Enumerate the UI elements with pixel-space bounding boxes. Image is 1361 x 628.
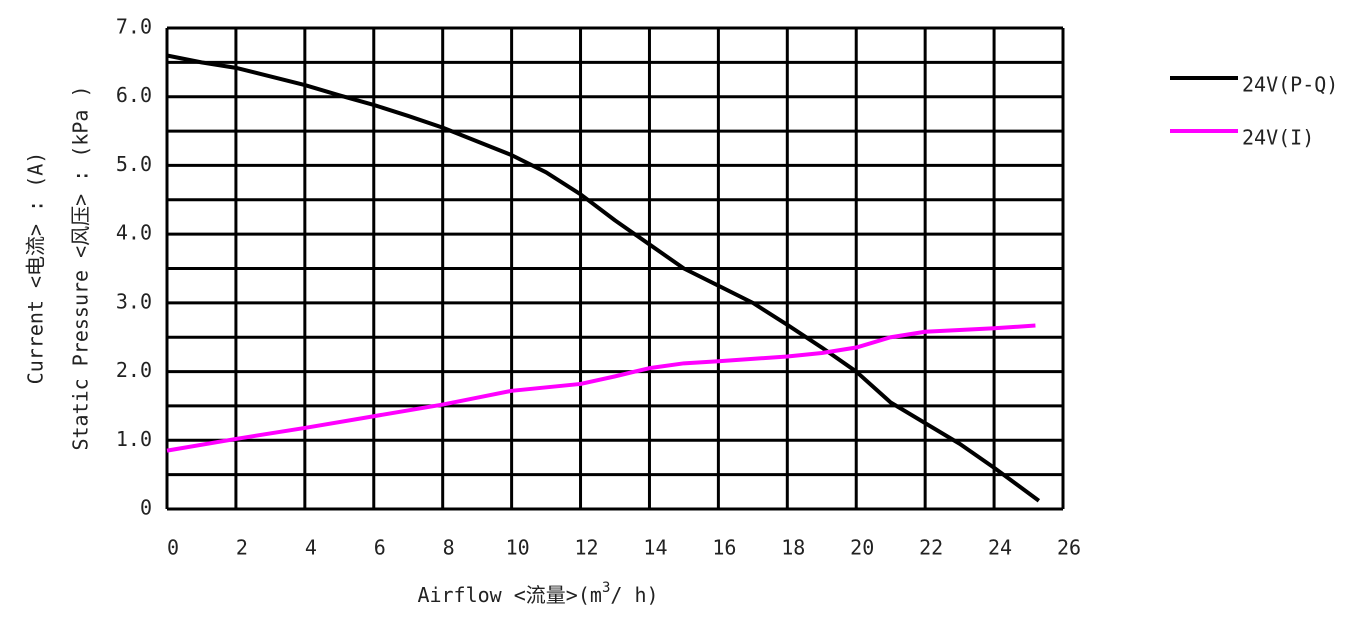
y-tick-label: 6.0	[116, 83, 152, 107]
x-tick-label: 26	[1057, 536, 1081, 560]
y-axis-label: Static Pressure <风压> : (kPa )	[69, 85, 93, 450]
x-tick-label: 16	[712, 536, 736, 560]
y-tick-label: 0	[140, 496, 152, 520]
x-tick-label: 22	[919, 536, 943, 560]
x-axis-label: Airflow <流量>(m3/ h)	[417, 580, 658, 607]
legend-label: 24V(P-Q)	[1242, 73, 1338, 97]
x-tick-label: 24	[988, 536, 1012, 560]
y-axis-label: Current <电流> : (A)	[24, 152, 48, 385]
y-tick-label: 5.0	[116, 152, 152, 176]
x-tick-label: 12	[574, 536, 598, 560]
x-tick-label: 2	[236, 536, 248, 560]
x-tick-label: 6	[374, 536, 386, 560]
y-tick-label: 2.0	[116, 358, 152, 382]
x-tick-label: 0	[167, 536, 179, 560]
data-line	[166, 53, 1041, 503]
x-tick-label: 10	[506, 536, 530, 560]
y-tick-label: 3.0	[116, 289, 152, 313]
x-tick-label: 14	[643, 536, 667, 560]
data-line	[166, 323, 1036, 453]
x-tick-label: 18	[781, 536, 805, 560]
y-tick-label: 4.0	[116, 221, 152, 245]
x-tick-label: 8	[443, 536, 455, 560]
x-tick-label: 20	[850, 536, 874, 560]
legend-label: 24V(I)	[1242, 126, 1314, 150]
y-tick-label: 7.0	[116, 15, 152, 39]
y-tick-label: 1.0	[116, 427, 152, 451]
x-tick-label: 4	[305, 536, 317, 560]
